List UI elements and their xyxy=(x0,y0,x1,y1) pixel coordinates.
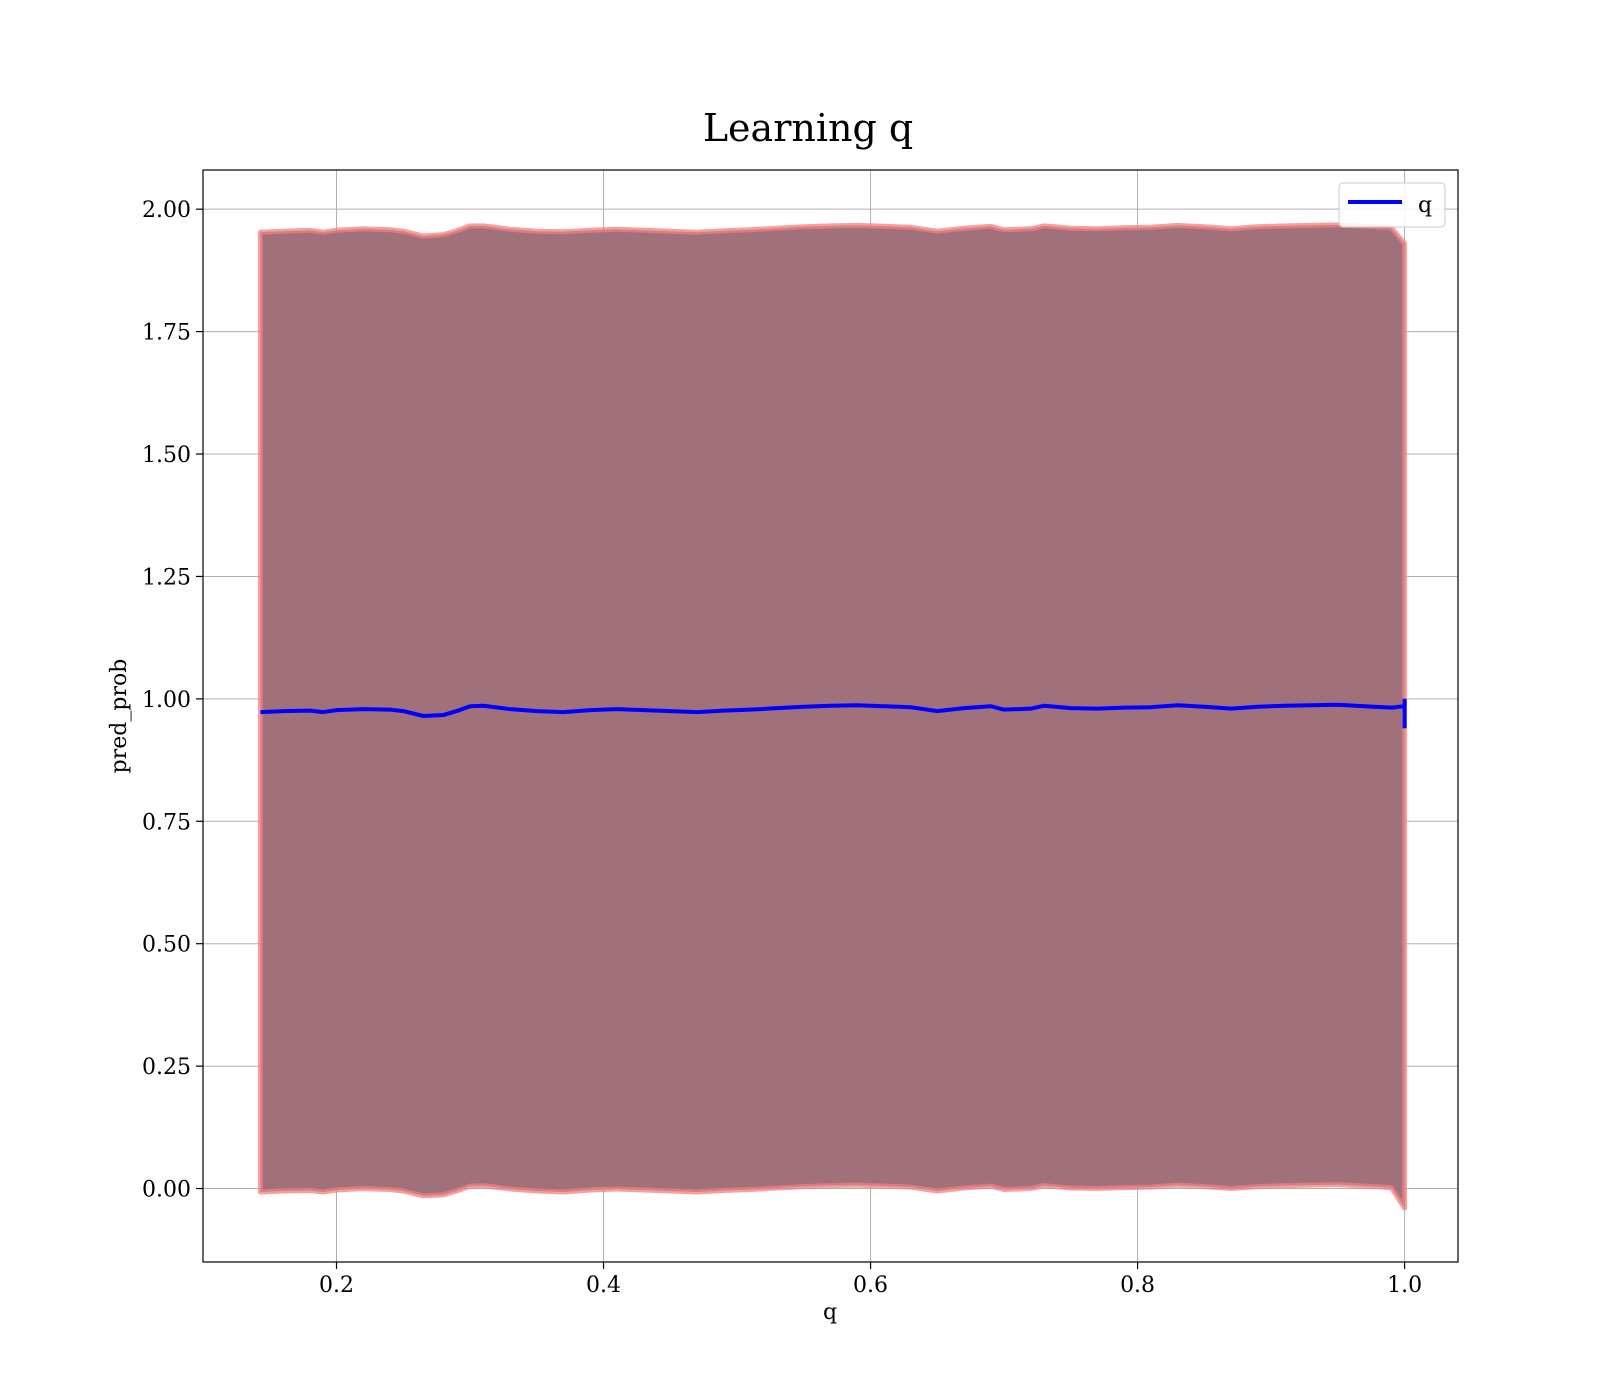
plot-frame xyxy=(202,169,1459,1263)
y-tick-label-5: 1.25 xyxy=(142,565,191,590)
x-tick-label-1: 0.4 xyxy=(586,1273,621,1298)
series-lines xyxy=(260,698,1407,729)
y-tick-label-3: 0.75 xyxy=(142,810,191,835)
y-tick-label-1: 0.25 xyxy=(142,1055,191,1080)
y-tick-label-2: 0.50 xyxy=(142,933,191,958)
confidence-band xyxy=(257,222,1408,1211)
y-tick-label-6: 1.50 xyxy=(142,443,191,468)
y-tick-label-0: 0.00 xyxy=(142,1178,191,1203)
chart-title: Learning q xyxy=(703,106,913,150)
y-tick-label-7: 1.75 xyxy=(142,321,191,346)
y-tick-label-8: 2.00 xyxy=(142,198,191,223)
x-tick-label-0: 0.2 xyxy=(319,1273,354,1298)
y-tick-label-4: 1.00 xyxy=(142,688,191,713)
series-line-q xyxy=(260,702,1405,718)
x-tick-label-3: 0.8 xyxy=(1120,1273,1155,1298)
y-axis-label: pred_prob xyxy=(107,659,132,774)
x-axis: 0.2 0.4 0.6 0.8 1.0 xyxy=(319,1262,1422,1298)
x-tick-label-4: 1.0 xyxy=(1387,1273,1422,1298)
band-area xyxy=(257,222,1408,1211)
y-axis: 0.00 0.25 0.50 0.75 1.00 1.25 1.50 1.75 2.00 xyxy=(142,198,203,1203)
x-tick-label-2: 0.6 xyxy=(853,1273,888,1298)
x-axis-label: q xyxy=(823,1300,837,1325)
legend-box xyxy=(1338,182,1446,228)
legend: q xyxy=(1338,182,1446,228)
legend-label-q: q xyxy=(1418,193,1432,218)
